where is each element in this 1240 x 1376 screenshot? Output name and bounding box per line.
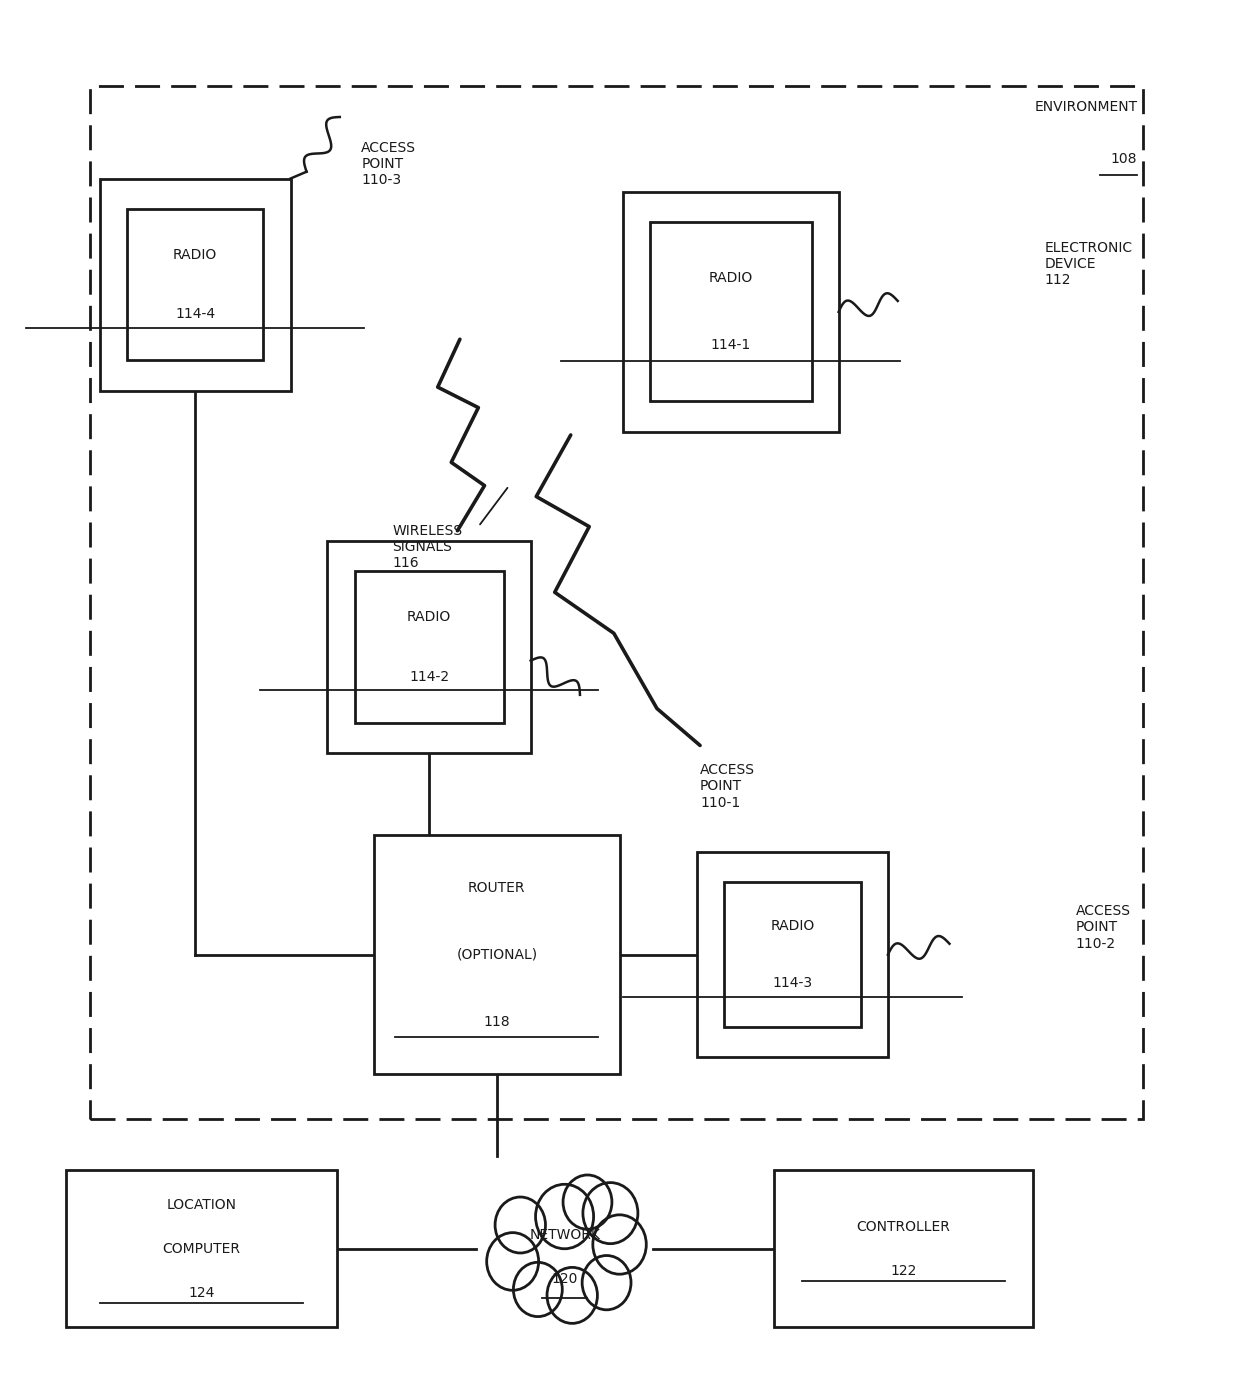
Circle shape [495,1197,546,1254]
Text: 114-1: 114-1 [711,338,751,352]
FancyBboxPatch shape [697,852,888,1057]
Text: ENVIRONMENT: ENVIRONMENT [1034,100,1137,114]
Circle shape [486,1233,538,1291]
FancyBboxPatch shape [66,1170,337,1328]
Text: RADIO: RADIO [172,248,217,261]
Text: NETWORK: NETWORK [529,1227,600,1243]
Text: CONTROLLER: CONTROLLER [857,1219,950,1234]
Text: 114-2: 114-2 [409,670,449,684]
Text: RADIO: RADIO [407,611,451,625]
Text: ELECTRONIC
DEVICE
112: ELECTRONIC DEVICE 112 [1045,241,1133,288]
FancyBboxPatch shape [91,87,1143,1119]
Circle shape [536,1185,594,1249]
Text: ROUTER: ROUTER [467,881,526,894]
Text: 124: 124 [188,1285,215,1300]
FancyBboxPatch shape [724,882,861,1026]
Text: (OPTIONAL): (OPTIONAL) [456,948,537,962]
FancyBboxPatch shape [774,1170,1033,1328]
FancyBboxPatch shape [650,223,811,402]
Text: LOCATION: LOCATION [166,1197,237,1212]
FancyBboxPatch shape [126,209,263,361]
Text: ACCESS
POINT
110-2: ACCESS POINT 110-2 [1076,904,1131,951]
Text: ACCESS
POINT
110-3: ACCESS POINT 110-3 [361,140,417,187]
Text: COMPUTER: COMPUTER [162,1241,241,1256]
Text: 108: 108 [1111,151,1137,166]
FancyBboxPatch shape [99,179,290,391]
Text: WIRELESS
SIGNALS
116: WIRELESS SIGNALS 116 [392,524,463,570]
Text: 122: 122 [890,1263,916,1278]
Text: 120: 120 [552,1271,578,1285]
Circle shape [563,1175,611,1229]
Text: 118: 118 [484,1014,510,1029]
Text: RADIO: RADIO [770,919,815,933]
Text: RADIO: RADIO [709,271,753,285]
FancyBboxPatch shape [355,571,503,722]
Text: 114-4: 114-4 [175,307,215,321]
Text: ACCESS
POINT
110-1: ACCESS POINT 110-1 [701,764,755,809]
Circle shape [583,1182,637,1244]
FancyBboxPatch shape [622,193,838,432]
Circle shape [513,1262,562,1317]
Circle shape [582,1255,631,1310]
Circle shape [547,1267,598,1324]
FancyBboxPatch shape [373,835,620,1075]
FancyBboxPatch shape [327,541,531,753]
Text: 114-3: 114-3 [773,977,812,991]
Circle shape [593,1215,646,1274]
